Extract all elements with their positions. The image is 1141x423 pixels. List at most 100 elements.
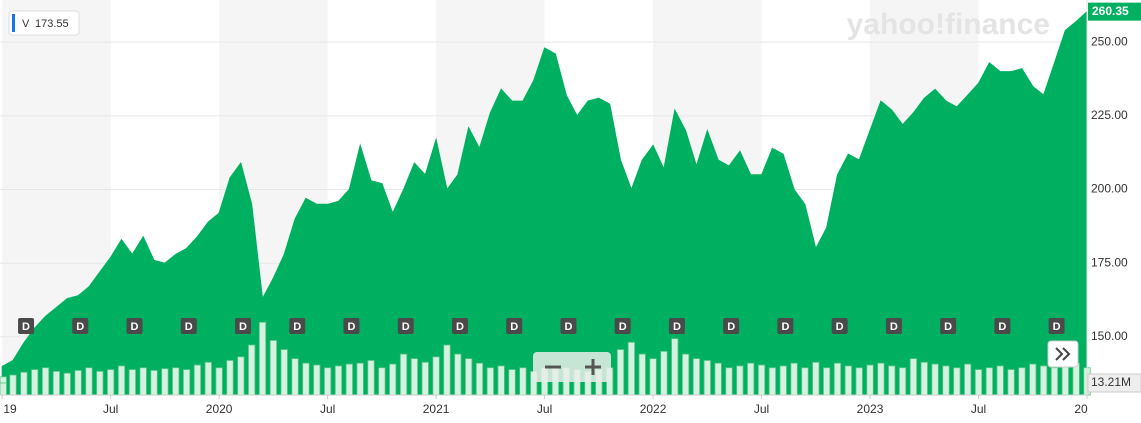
dividend-label: D <box>510 321 518 333</box>
volume-bar <box>399 353 408 396</box>
volume-bar <box>888 365 896 396</box>
volume-bar <box>996 365 1004 396</box>
volume-bar <box>649 358 657 396</box>
volume-bar <box>519 367 527 396</box>
volume-bar <box>172 367 180 396</box>
volume-bar <box>616 349 625 396</box>
volume-bar <box>356 362 364 396</box>
dividend-marker <box>343 318 360 334</box>
volume-bar <box>139 367 147 396</box>
dividend-marker <box>451 318 468 334</box>
dividend-label: D <box>239 321 247 333</box>
volume-bar <box>909 358 918 396</box>
x-tick-label: Jul <box>537 402 552 416</box>
dividend-marker <box>560 318 577 334</box>
volume-bar <box>107 369 115 396</box>
y-tick-label: 150.00 <box>1091 329 1128 343</box>
volume-bar <box>150 370 158 396</box>
dividend-label: D <box>22 321 30 333</box>
y-tick-label: 200.00 <box>1091 182 1128 196</box>
volume-bar <box>63 372 71 396</box>
volume-bar <box>182 369 191 396</box>
volume-bar <box>953 367 961 396</box>
volume-bar <box>389 363 397 396</box>
volume-bar <box>681 353 690 396</box>
volume-bar <box>323 367 332 396</box>
volume-bar <box>671 338 679 396</box>
volume-bar <box>877 362 885 396</box>
dividend-label: D <box>1053 321 1061 333</box>
tooltip-symbol: V <box>22 18 30 30</box>
x-tick-label: Jul <box>754 402 769 416</box>
dividend-label: D <box>944 321 952 333</box>
dividend-marker <box>289 318 306 334</box>
volume-bar <box>1050 367 1059 396</box>
volume-bar <box>31 369 39 396</box>
dividend-marker <box>723 318 740 334</box>
x-tick-label: 2020 <box>206 402 233 416</box>
volume-bar <box>204 361 212 396</box>
volume-bar <box>866 364 874 396</box>
volume-bar <box>421 361 429 396</box>
volume-bar <box>497 365 505 396</box>
volume-bar <box>801 367 809 396</box>
dividend-label: D <box>76 321 84 333</box>
dividend-label: D <box>727 321 735 333</box>
dividend-label: D <box>131 321 139 333</box>
volume-bar <box>96 370 104 396</box>
dividend-label: D <box>781 321 789 333</box>
tooltip-accent <box>12 14 15 32</box>
volume-bar <box>812 361 820 396</box>
tooltip-box <box>8 10 80 36</box>
volume-bar <box>1072 362 1080 396</box>
dividend-label: D <box>619 321 627 333</box>
volume-bar <box>508 369 516 396</box>
scroll-icon <box>1055 347 1071 361</box>
dividend-marker <box>668 318 685 334</box>
last-volume-label: 13.21M <box>1091 375 1131 389</box>
volume-bar <box>443 344 451 396</box>
volume-bar <box>942 365 950 396</box>
volume-bar <box>844 365 852 396</box>
volume-bar <box>779 365 787 396</box>
scroll-button[interactable] <box>1047 340 1079 368</box>
volume-bar <box>768 367 777 396</box>
volume-bar <box>1007 369 1015 396</box>
x-tick-label: 2023 <box>857 402 884 416</box>
dividend-label: D <box>890 321 898 333</box>
dividend-marker <box>994 318 1011 334</box>
dividend-marker <box>397 318 414 334</box>
volume-bar <box>193 364 202 396</box>
volume-bar <box>931 363 939 396</box>
volume-bar <box>823 367 831 396</box>
volume-bar <box>410 358 419 396</box>
last-price-label: 260.35 <box>1092 4 1129 18</box>
volume-bar <box>454 353 462 396</box>
volume-bar <box>313 364 321 396</box>
last-price-box <box>1088 2 1141 21</box>
volume-bar <box>747 362 755 396</box>
x-tick-label: Jul <box>103 402 118 416</box>
watermark: yahoo!finance <box>847 8 1050 41</box>
last-volume-box <box>1087 373 1141 393</box>
volume-bar <box>920 361 928 396</box>
volume-bar <box>1039 365 1048 396</box>
volume-bar <box>302 362 310 396</box>
volume-bar <box>725 367 733 396</box>
dividend-label: D <box>402 321 410 333</box>
volume-bar <box>1029 363 1037 396</box>
volume-bar <box>215 367 223 396</box>
volume-bar <box>757 364 766 396</box>
dividend-marker <box>940 318 957 334</box>
dividend-marker <box>885 318 902 334</box>
volume-bar <box>974 369 983 396</box>
dividend-marker <box>72 318 89 334</box>
volume-bar <box>964 363 972 396</box>
volume-bar <box>334 365 343 396</box>
volume-bar <box>714 362 722 396</box>
price-area <box>1 10 1088 396</box>
dividend-label: D <box>293 321 301 333</box>
volume-bar <box>1061 364 1069 396</box>
